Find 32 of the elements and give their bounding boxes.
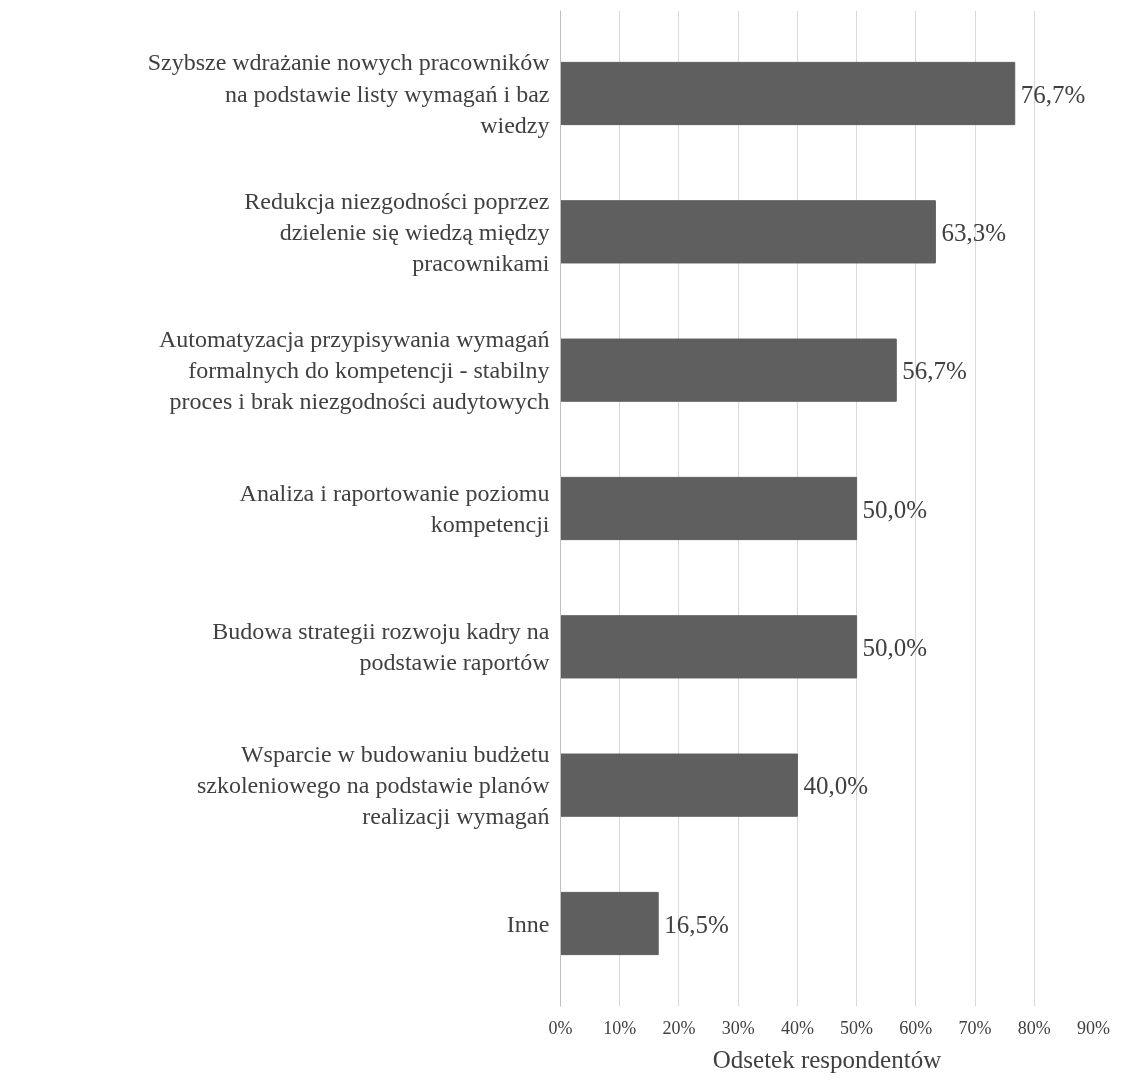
y-tick-label: Automatyzacja przypisywania wymagań formalnych do kompetencji - stabilny proces i brak niezgodności audytowych — [158, 325, 550, 415]
y-tick-label: Analiza i raportowanie poziomu kompetencji — [239, 479, 550, 538]
y-tick-label: Budowa strategii rozwoju kadry na podstawie raportów — [212, 618, 551, 676]
x-axis-title: Odsetek respondentów — [712, 1045, 942, 1073]
bar — [560, 61, 1016, 126]
x-tick-label: 80% — [1017, 1017, 1051, 1038]
x-tick-label: 40% — [780, 1017, 814, 1038]
x-tick-label: 30% — [721, 1017, 755, 1038]
x-tick-label: 0% — [548, 1017, 573, 1038]
data-label: 76,7% — [1020, 80, 1086, 108]
data-label: 40,0% — [803, 772, 868, 800]
x-tick-label: 90% — [1077, 1017, 1110, 1038]
data-label: 63,3% — [941, 218, 1006, 246]
bar — [560, 200, 936, 264]
x-tick-label: 20% — [662, 1017, 696, 1038]
data-label: 50,0% — [862, 633, 928, 661]
bar — [560, 753, 798, 817]
bar — [560, 338, 897, 402]
data-label: 50,0% — [862, 495, 928, 523]
y-tick-label: Wsparcie w budowaniu budżetu szkoleniowego na podstawie planów realizacji wymagań — [196, 740, 551, 830]
data-label: 16,5% — [664, 910, 729, 938]
bar — [560, 615, 858, 679]
bar — [560, 476, 858, 541]
x-tick-label: 70% — [958, 1017, 992, 1038]
x-tick-label: 50% — [840, 1017, 874, 1038]
x-tick-label: 10% — [603, 1017, 637, 1038]
bar — [560, 891, 659, 956]
y-tick-label: Szybsze wdrażanie nowych pracowników na podstawie listy wymagań i baz wiedzy — [147, 49, 551, 138]
x-tick-label: 60% — [899, 1017, 933, 1038]
y-tick-label: Inne — [506, 910, 550, 937]
data-label: 56,7% — [902, 357, 967, 385]
y-tick-label: Redukcja niezgodności poprzez dzielenie się wiedzą między pracownikami — [244, 187, 550, 277]
